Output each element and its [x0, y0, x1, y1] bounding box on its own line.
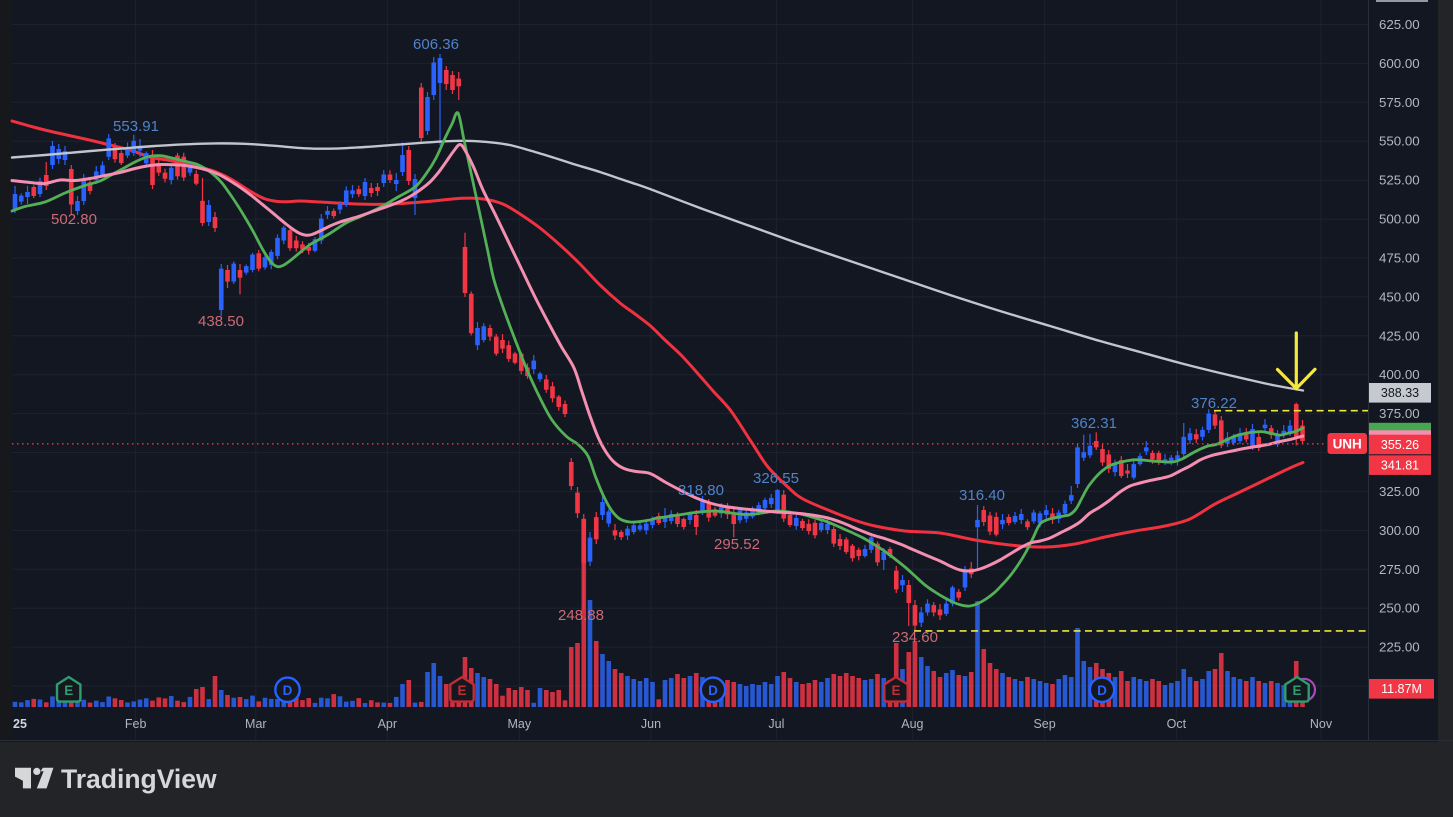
- svg-text:525.00: 525.00: [1379, 173, 1420, 188]
- svg-text:E: E: [1292, 683, 1301, 698]
- svg-text:Oct: Oct: [1167, 717, 1187, 731]
- svg-text:326.55: 326.55: [753, 470, 799, 487]
- svg-text:375.00: 375.00: [1379, 406, 1420, 421]
- svg-text:E: E: [64, 683, 73, 698]
- svg-text:Apr: Apr: [378, 717, 397, 731]
- svg-text:25: 25: [13, 717, 27, 731]
- svg-text:Sep: Sep: [1033, 717, 1055, 731]
- svg-text:438.50: 438.50: [198, 313, 244, 330]
- svg-text:388.33: 388.33: [1381, 386, 1419, 400]
- svg-text:575.00: 575.00: [1379, 95, 1420, 110]
- svg-text:400.00: 400.00: [1379, 367, 1420, 382]
- svg-text:316.40: 316.40: [959, 487, 1005, 504]
- svg-text:Jul: Jul: [768, 717, 784, 731]
- svg-text:300.00: 300.00: [1379, 523, 1420, 538]
- svg-text:Nov: Nov: [1310, 717, 1333, 731]
- svg-text:D: D: [283, 683, 293, 698]
- svg-text:625.00: 625.00: [1379, 17, 1420, 32]
- svg-text:550.00: 550.00: [1379, 134, 1420, 149]
- svg-text:248.88: 248.88: [558, 607, 604, 624]
- svg-text:341.81: 341.81: [1381, 458, 1419, 472]
- svg-text:500.00: 500.00: [1379, 212, 1420, 227]
- svg-text:E: E: [457, 683, 466, 698]
- svg-text:450.00: 450.00: [1379, 289, 1420, 304]
- svg-text:E: E: [891, 683, 900, 698]
- svg-text:Jun: Jun: [641, 717, 661, 731]
- svg-text:UNH: UNH: [1333, 437, 1362, 452]
- svg-text:Aug: Aug: [901, 717, 923, 731]
- svg-text:225.00: 225.00: [1379, 640, 1420, 655]
- svg-text:355.26: 355.26: [1381, 438, 1419, 452]
- svg-text:234.60: 234.60: [892, 629, 938, 646]
- svg-text:295.52: 295.52: [714, 536, 760, 553]
- svg-text:May: May: [507, 717, 531, 731]
- svg-text:11.87M: 11.87M: [1381, 682, 1422, 696]
- svg-text:362.31: 362.31: [1071, 415, 1117, 432]
- svg-text:606.36: 606.36: [413, 36, 459, 53]
- svg-text:600.00: 600.00: [1379, 56, 1420, 71]
- svg-text:553.91: 553.91: [113, 118, 159, 135]
- svg-text:376.22: 376.22: [1191, 395, 1237, 412]
- svg-text:D: D: [708, 683, 718, 698]
- svg-text:275.00: 275.00: [1379, 562, 1420, 577]
- svg-text:318.80: 318.80: [678, 482, 724, 499]
- svg-text:D: D: [1097, 683, 1107, 698]
- svg-text:Feb: Feb: [125, 717, 147, 731]
- svg-text:Mar: Mar: [245, 717, 267, 731]
- svg-text:250.00: 250.00: [1379, 601, 1420, 616]
- svg-text:475.00: 475.00: [1379, 251, 1420, 266]
- svg-text:TradingView: TradingView: [61, 764, 217, 794]
- svg-text:502.80: 502.80: [51, 211, 97, 228]
- svg-text:425.00: 425.00: [1379, 328, 1420, 343]
- svg-text:325.00: 325.00: [1379, 484, 1420, 499]
